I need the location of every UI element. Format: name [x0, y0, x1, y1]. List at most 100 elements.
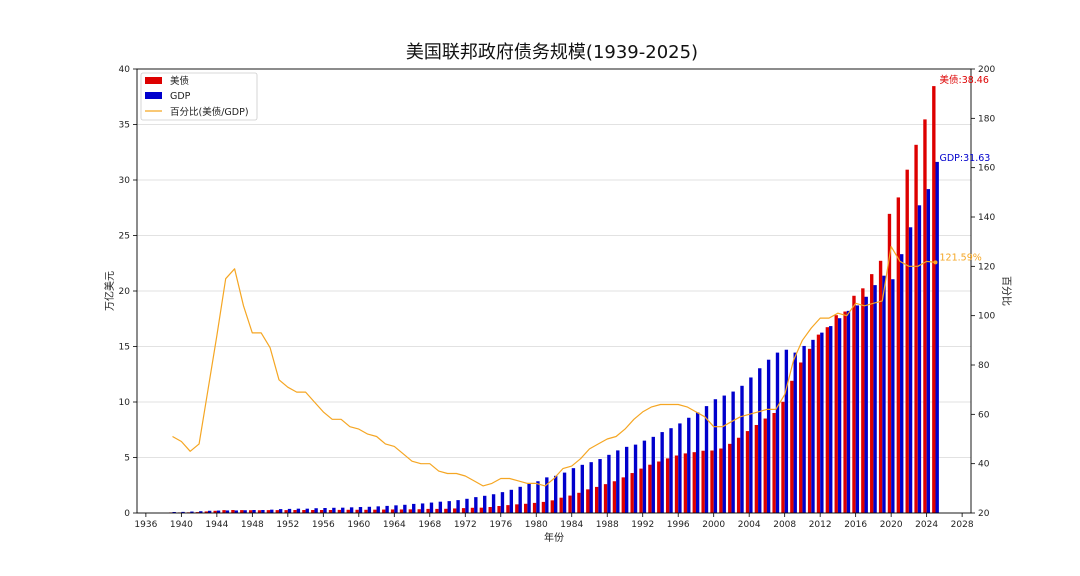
debt-bar: [435, 508, 439, 513]
gdp-bar: [589, 462, 593, 513]
gdp-bar: [651, 436, 655, 513]
x-tick-label: 1976: [489, 520, 512, 530]
gdp-bar: [731, 391, 735, 513]
debt-bar: [266, 510, 271, 513]
x-tick-label: 1964: [383, 520, 406, 530]
gdp-bar: [829, 326, 833, 513]
debt-bar: [701, 450, 705, 513]
debt-bar: [896, 197, 901, 513]
gdp-bar: [784, 349, 789, 513]
gdp-bar: [846, 310, 851, 513]
gdp-bar: [687, 417, 691, 513]
gdp-bar: [181, 511, 185, 513]
gdp-bar: [562, 472, 567, 513]
gdp-bar: [474, 497, 478, 513]
gdp-bar: [278, 509, 283, 513]
gdp-bar: [900, 254, 904, 513]
gdp-bar: [616, 450, 620, 513]
gdp-bar: [243, 510, 247, 513]
gdp-bar: [713, 399, 718, 513]
debt-bar: [807, 348, 812, 513]
debt-bar: [914, 144, 918, 514]
y2-tick-label: 60: [978, 410, 990, 420]
legend-box: [140, 72, 258, 121]
debt-bar: [444, 508, 448, 513]
y-axis-ticks: 0 5 10 15 20 25 30 35 40: [119, 65, 137, 519]
debt-bar: [586, 489, 590, 513]
gdp-bar: [660, 432, 664, 513]
x-tick-label: 2012: [809, 520, 832, 530]
debt-bar: [665, 458, 670, 513]
debt-bar: [417, 509, 421, 513]
legend-label-ratio: 百分比(美债/GDP): [170, 106, 249, 118]
y-tick-label: 0: [124, 509, 130, 519]
debt-bar: [825, 327, 830, 513]
debt-bar: [648, 464, 652, 513]
gdp-bar: [367, 506, 372, 513]
y2-tick-label: 120: [978, 262, 995, 272]
gdp-bar: [261, 510, 265, 513]
debt-bar: [728, 443, 732, 513]
gdp-bar: [669, 428, 673, 513]
debt-bar: [594, 486, 599, 513]
gdp-bar: [917, 205, 922, 514]
y2-tick-label: 180: [978, 114, 995, 124]
gdp-bar: [234, 510, 238, 513]
debt-end-annotation: 美债:38.46: [940, 74, 989, 86]
debt-bar: [240, 510, 244, 513]
debt-bar: [621, 477, 625, 513]
legend-label-debt: 美债: [170, 75, 190, 87]
gdp-bar: [633, 444, 638, 513]
gdp-bar: [332, 507, 336, 513]
y-tick-label: 15: [119, 343, 130, 353]
debt-bar: [568, 495, 572, 513]
debt-bar: [887, 213, 892, 514]
y2-tick-label: 140: [978, 213, 995, 223]
gdp-bar: [172, 512, 176, 513]
gdp-bar: [749, 377, 753, 513]
debt-bar: [923, 119, 927, 514]
gdp-bar: [447, 501, 451, 513]
gdp-bar: [775, 352, 780, 513]
debt-bar: [772, 412, 776, 513]
gdp-bar: [412, 503, 416, 513]
debt-bar: [630, 473, 634, 513]
debt-bar: [328, 510, 333, 513]
debt-bar: [799, 362, 803, 513]
y2-tick-label: 100: [978, 312, 995, 322]
gdp-bar: [624, 446, 629, 513]
gdp-bar: [545, 477, 549, 513]
gdp-bar: [500, 492, 505, 513]
gdp-bar: [376, 506, 380, 513]
x-tick-label: 2028: [951, 520, 974, 530]
debt-bar: [736, 437, 741, 513]
x-tick-label: 1980: [525, 520, 548, 530]
debt-bar: [532, 502, 537, 513]
gdp-bar: [420, 503, 425, 513]
debt-bar: [790, 380, 794, 513]
x-tick-label: 1956: [312, 520, 335, 530]
x-axis-ticks: 1936 1940 1944 1948 1952 1956 1960 1964 1968 1972…: [134, 513, 974, 530]
debt-bar: [657, 461, 661, 513]
x-tick-label: 1968: [418, 520, 441, 530]
debt-bar: [293, 510, 297, 513]
debt-bar: [426, 508, 430, 513]
x-tick-label: 2004: [738, 520, 761, 530]
gdp-bar: [766, 359, 771, 513]
debt-bar: [541, 501, 546, 513]
debt-bar: [479, 507, 484, 513]
debt-bar: [515, 504, 519, 513]
gdp-bar: [802, 345, 806, 513]
gdp-bar: [793, 352, 797, 513]
x-tick-label: 2016: [844, 520, 867, 530]
gdp-bar: [287, 508, 292, 513]
debt-bar: [674, 455, 679, 513]
y-tick-label: 20: [119, 287, 131, 297]
debt-bar: [878, 260, 883, 513]
y-tick-label: 30: [119, 176, 131, 186]
line-series: [172, 246, 936, 487]
debt-bar: [275, 510, 279, 513]
x-tick-label: 1992: [631, 520, 654, 530]
